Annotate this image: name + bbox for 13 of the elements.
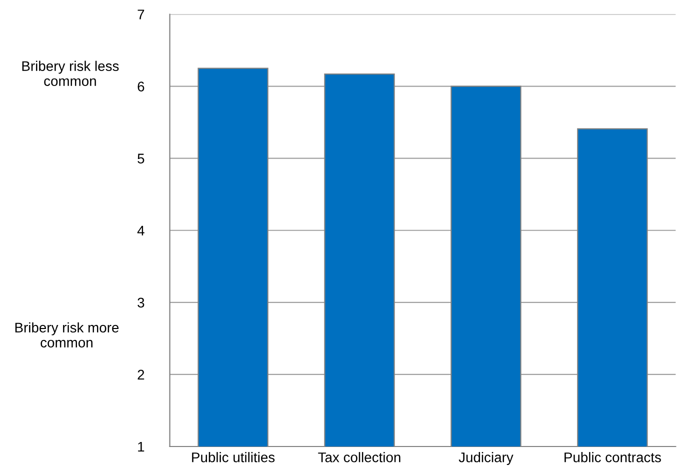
y-tick-label: 7 [138,10,144,20]
x-tick-label: Judiciary [458,452,514,466]
y-tick-label: 4 [137,226,144,236]
y-tick-label: 1 [138,442,144,452]
text: Bribery risk less common [22,60,119,86]
y-tick-label: 5 [138,154,144,164]
y-tick-label: 2 [138,370,144,380]
x-tick-label: Tax collection [318,452,400,462]
text: Bribery risk more common [15,322,119,348]
y-tick-label: 6 [138,82,144,92]
y-tick-label: 3 [138,298,144,308]
x-tick-label: Public utilities [192,452,275,462]
x-tick-label: Public contracts [564,452,661,462]
